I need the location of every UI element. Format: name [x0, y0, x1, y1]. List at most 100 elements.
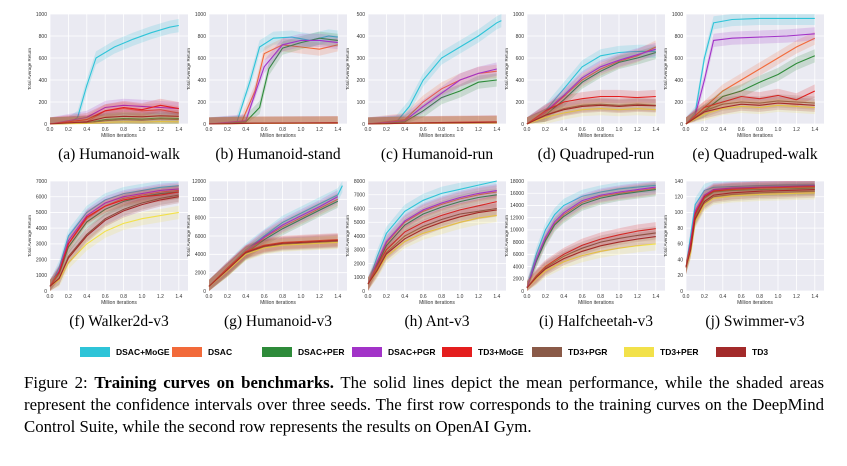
x-tick-label: 0.8: [597, 294, 604, 300]
y-tick-label: 3000: [36, 242, 47, 248]
x-tick-label: 1.2: [793, 127, 800, 133]
series-line: [49, 185, 179, 287]
series-line: [685, 37, 816, 125]
y-tick-label: 4000: [36, 226, 47, 232]
series-line: [49, 191, 179, 287]
y-tick-label: 20: [677, 273, 683, 279]
y-tick-label: 0: [521, 122, 524, 128]
series-band: [209, 190, 338, 291]
x-tick-label: 0.8: [756, 127, 763, 133]
y-tick-label: 16000: [510, 191, 524, 197]
series-band: [209, 116, 338, 124]
x-tick-label: 0.0: [683, 294, 690, 300]
y-tick-label: 0: [203, 122, 206, 128]
x-tick-label: 0.4: [83, 294, 90, 300]
subplot-title: (i) Halfcheetah-v3: [539, 313, 653, 330]
plot-area: [209, 14, 347, 124]
y-tick-label: 400: [357, 34, 366, 40]
series-band: [209, 33, 338, 124]
series-band: [368, 73, 497, 124]
series-band: [50, 112, 179, 124]
y-tick-label: 300: [357, 56, 366, 62]
series-band: [50, 185, 179, 291]
y-tick-label: 1000: [354, 275, 365, 281]
series-band: [50, 19, 179, 124]
legend-label: TD3: [752, 347, 769, 357]
series-line: [526, 243, 656, 289]
series-band: [686, 27, 815, 125]
y-tick-label: 600: [675, 56, 684, 62]
series-band: [209, 116, 338, 124]
series-line: [367, 190, 497, 285]
y-tick-label: 4000: [195, 252, 206, 258]
series-line: [526, 104, 656, 125]
y-tick-label: 40: [677, 257, 683, 263]
legend-label: TD3+PGR: [568, 347, 608, 357]
series-line: [526, 50, 656, 125]
subplot-title: (e) Quadruped-walk: [692, 146, 817, 163]
y-tick-label: 140: [675, 179, 684, 185]
series-line: [526, 95, 656, 125]
series-line: [49, 191, 179, 287]
series-band: [209, 116, 338, 124]
y-tick-label: 4000: [354, 234, 365, 240]
y-tick-label: 6000: [36, 195, 47, 201]
y-tick-label: 0: [44, 122, 47, 128]
series-band: [368, 115, 497, 124]
y-tick-label: 200: [198, 100, 207, 106]
series-line: [208, 44, 338, 125]
chart-0: 0 200 400 600 800 1000 0.0 0.2 0.4 0.6 0.8 1.0 1.2 1.…: [27, 12, 188, 163]
series-band: [527, 230, 656, 291]
x-tick-label: 1.4: [493, 127, 500, 133]
y-tick-label: 400: [39, 78, 48, 84]
x-axis-label: Million iterations: [260, 133, 296, 139]
y-tick-label: 6000: [195, 234, 206, 240]
series-band: [527, 89, 656, 124]
series-line: [685, 33, 815, 125]
series-band: [368, 64, 497, 124]
x-tick-label: 0.8: [279, 294, 286, 300]
x-tick-label: 0.2: [224, 127, 231, 133]
chart-5: 0 1000 2000 3000 4000 5000 6000 7000 0.0 0.2 0.4 0.…: [27, 179, 188, 330]
series-band: [527, 181, 656, 291]
legend-item-td3-moge: TD3+MoGE: [442, 344, 524, 360]
x-tick-label: 0.0: [524, 294, 531, 300]
series-line: [526, 186, 656, 289]
y-axis-label: Total Average Return: [27, 215, 32, 257]
x-tick-label: 1.2: [157, 294, 164, 300]
series-line: [526, 189, 656, 289]
x-tick-label: 1.0: [457, 127, 464, 133]
series-band: [527, 222, 656, 291]
series-band: [368, 116, 497, 124]
series-line: [208, 241, 338, 287]
subplot-title: (h) Ant-v3: [404, 313, 469, 330]
subplot-title: (j) Swimmer-v3: [705, 313, 804, 330]
x-axis-label: Million iterations: [737, 133, 773, 139]
x-tick-label: 0.8: [438, 294, 445, 300]
series-band: [686, 186, 815, 274]
chart-4: 0 200 400 600 800 1000 0.0 0.2 0.4 0.6 0.8 1.0 1.2 1.…: [663, 12, 824, 163]
chart-8: 0 2000 4000 6000 8000 10000 12000 14000 16000 180…: [504, 179, 665, 330]
x-tick-label: 0.2: [383, 127, 390, 133]
x-tick-label: 0.8: [120, 294, 127, 300]
chart-6: 0 2000 4000 6000 8000 10000 12000 0.0 0.2 0.4 0.6 0…: [186, 179, 347, 330]
y-tick-label: 0: [362, 289, 365, 295]
legend-item-dsac-per: DSAC+PER: [262, 344, 345, 360]
x-tick-label: 0.8: [756, 294, 763, 300]
y-tick-label: 60: [677, 242, 683, 248]
series-line: [367, 214, 497, 285]
series-band: [368, 14, 502, 124]
series-line: [526, 51, 656, 125]
chart-3: 0 200 400 600 800 1000 0.0 0.2 0.4 0.6 0.8 1.0 1.2 1.…: [504, 12, 665, 163]
x-tick-label: 0.2: [542, 294, 549, 300]
x-tick-label: 1.4: [334, 294, 341, 300]
series-line: [526, 184, 656, 289]
series-band: [368, 184, 497, 291]
x-tick-label: 1.2: [316, 127, 323, 133]
series-band: [368, 188, 497, 291]
x-tick-label: 0.6: [261, 294, 268, 300]
series-band: [209, 235, 338, 291]
series-band: [209, 234, 338, 291]
series-band: [686, 14, 815, 124]
